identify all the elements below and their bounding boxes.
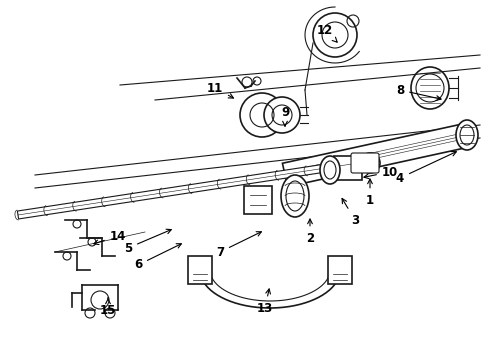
Circle shape (73, 220, 81, 228)
Circle shape (88, 238, 96, 246)
Circle shape (85, 308, 95, 318)
Text: 4: 4 (396, 152, 456, 184)
Text: 14: 14 (94, 230, 126, 244)
Circle shape (91, 291, 109, 309)
Text: 2: 2 (306, 219, 314, 244)
Circle shape (360, 153, 380, 173)
Text: 1: 1 (366, 179, 374, 207)
Circle shape (105, 308, 115, 318)
Text: 6: 6 (134, 244, 181, 271)
Text: 11: 11 (207, 81, 233, 98)
Text: 13: 13 (257, 289, 273, 315)
Text: 9: 9 (281, 107, 289, 126)
Text: 5: 5 (124, 229, 172, 255)
Bar (328, 256, 352, 284)
Ellipse shape (281, 175, 309, 217)
Text: 10: 10 (364, 166, 398, 179)
Text: 15: 15 (100, 298, 116, 316)
Text: 7: 7 (216, 232, 261, 258)
Bar (244, 186, 272, 214)
Ellipse shape (320, 156, 340, 184)
Polygon shape (282, 123, 470, 187)
Polygon shape (18, 158, 366, 219)
Circle shape (63, 252, 71, 260)
Bar (334, 156, 362, 180)
Bar (188, 256, 212, 284)
Text: 8: 8 (396, 84, 441, 100)
Text: 12: 12 (317, 23, 337, 42)
Circle shape (264, 97, 300, 133)
FancyBboxPatch shape (351, 153, 379, 173)
Circle shape (240, 93, 284, 137)
Text: 3: 3 (342, 198, 359, 226)
Ellipse shape (456, 120, 478, 150)
